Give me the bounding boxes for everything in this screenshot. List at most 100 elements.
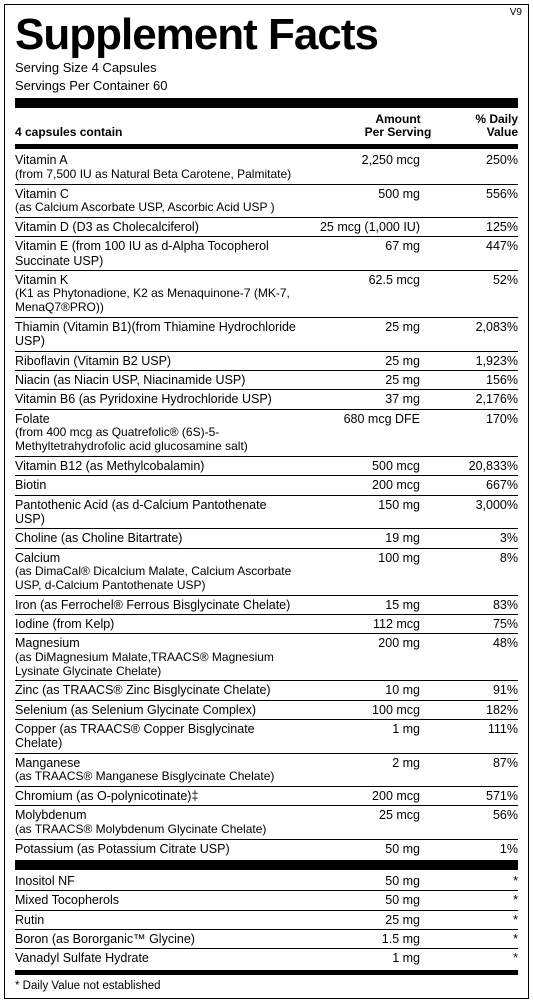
table-row: Vanadyl Sulfate Hydrate1 mg* (15, 949, 518, 968)
nutrient-amount: 25 mg (298, 371, 448, 390)
servings-per-container: Servings Per Container 60 (15, 77, 518, 95)
nutrient-dv: 250% (448, 151, 518, 184)
nutrient-name: Manganese(as TRAACS® Manganese Bisglycin… (15, 753, 298, 786)
nutrient-name: Biotin (15, 476, 298, 495)
table-row: Thiamin (Vitamin B1)(from Thiamine Hydro… (15, 317, 518, 351)
nutrient-amount: 37 mg (298, 390, 448, 409)
nutrient-name: Thiamin (Vitamin B1)(from Thiamine Hydro… (15, 317, 298, 351)
nutrient-name: Calcium(as DimaCal® Dicalcium Malate, Ca… (15, 548, 298, 595)
table-row: Manganese(as TRAACS® Manganese Bisglycin… (15, 753, 518, 786)
table-row: Potassium (as Potassium Citrate USP)50 m… (15, 839, 518, 858)
table-row: Boron (as Bororganic™ Glycine)1.5 mg* (15, 930, 518, 949)
nutrient-amount: 10 mg (298, 681, 448, 700)
nutrient-dv: 556% (448, 184, 518, 217)
footnote: * Daily Value not established (15, 977, 518, 992)
table-row: Pantothenic Acid (as d-Calcium Pantothen… (15, 495, 518, 529)
nutrient-dv: 667% (448, 476, 518, 495)
nutrient-dv: 2,083% (448, 317, 518, 351)
nutrient-amount: 25 mcg (298, 806, 448, 839)
nutrient-dv: 8% (448, 548, 518, 595)
table-row: Vitamin K(K1 as Phytonadione, K2 as Mena… (15, 270, 518, 317)
nutrient-amount: 67 mg (298, 237, 448, 271)
table-header: 4 capsules contain Amount Per Serving % … (15, 110, 518, 142)
table-row: Calcium(as DimaCal® Dicalcium Malate, Ca… (15, 548, 518, 595)
serving-size: Serving Size 4 Capsules (15, 59, 518, 77)
nutrient-amount: 50 mg (298, 839, 448, 858)
nutrient-amount: 25 mcg (1,000 IU) (298, 217, 448, 236)
nutrient-amount: 19 mg (298, 529, 448, 548)
nutrient-dv: 56% (448, 806, 518, 839)
nutrient-dv: 3% (448, 529, 518, 548)
nutrient-dv: 125% (448, 217, 518, 236)
nutrient-amount: 15 mg (298, 595, 448, 614)
nutrient-dv: 2,176% (448, 390, 518, 409)
nutrients-table: 4 capsules contain Amount Per Serving % … (15, 110, 518, 142)
nutrient-name: Chromium (as O-polynicotinate)‡ (15, 786, 298, 805)
nutrient-dv: * (448, 891, 518, 910)
nutrient-name: Rutin (15, 910, 298, 929)
nutrient-dv: * (448, 910, 518, 929)
table-row: Biotin200 mcg667% (15, 476, 518, 495)
nutrient-dv: 20,833% (448, 456, 518, 475)
nutrient-name: Riboflavin (Vitamin B2 USP) (15, 351, 298, 370)
nutrient-dv: 83% (448, 595, 518, 614)
nutrient-amount: 2,250 mcg (298, 151, 448, 184)
nutrient-amount: 1 mg (298, 720, 448, 754)
nutrient-amount: 50 mg (298, 872, 448, 891)
panel-title: Supplement Facts (15, 13, 518, 57)
table-row: Vitamin B6 (as Pyridoxine Hydrochloride … (15, 390, 518, 409)
nutrient-amount: 62.5 mcg (298, 270, 448, 317)
nutrient-amount: 25 mg (298, 351, 448, 370)
divider-thick (15, 98, 518, 108)
nutrient-name: Selenium (as Selenium Glycinate Complex) (15, 700, 298, 719)
table-row: Selenium (as Selenium Glycinate Complex)… (15, 700, 518, 719)
nutrient-name: Magnesium(as DiMagnesium Malate,TRAACS® … (15, 634, 298, 681)
nutrient-sub: (as Calcium Ascorbate USP, Ascorbic Acid… (15, 201, 298, 215)
nutrient-amount: 500 mg (298, 184, 448, 217)
nutrient-sub: (as DiMagnesium Malate,TRAACS® Magnesium… (15, 651, 298, 679)
nutrient-sub: (as DimaCal® Dicalcium Malate, Calcium A… (15, 565, 298, 593)
nutrient-name: Folate(from 400 mcg as Quatrefolic® (6S)… (15, 409, 298, 456)
nutrient-sub: (as TRAACS® Manganese Bisglycinate Chela… (15, 770, 298, 784)
nutrient-name: Vitamin E (from 100 IU as d-Alpha Tocoph… (15, 237, 298, 271)
table-row: Vitamin C(as Calcium Ascorbate USP, Asco… (15, 184, 518, 217)
nutrient-amount: 25 mg (298, 317, 448, 351)
nutrient-amount: 112 mcg (298, 614, 448, 633)
nutrient-amount: 150 mg (298, 495, 448, 529)
nutrient-sub: (K1 as Phytonadione, K2 as Menaquinone-7… (15, 287, 298, 315)
nutrient-sub: (as TRAACS® Molybdenum Glycinate Chelate… (15, 823, 298, 837)
nutrient-name: Iodine (from Kelp) (15, 614, 298, 633)
divider-thick-2 (15, 860, 518, 870)
nutrient-dv: 1% (448, 839, 518, 858)
nutrient-amount: 100 mg (298, 548, 448, 595)
nutrient-name: Vanadyl Sulfate Hydrate (15, 949, 298, 968)
table-row: Vitamin A(from 7,500 IU as Natural Beta … (15, 151, 518, 184)
nutrient-dv: 111% (448, 720, 518, 754)
nutrient-dv: 91% (448, 681, 518, 700)
header-amount: Amount Per Serving (348, 110, 448, 142)
nutrient-amount: 2 mg (298, 753, 448, 786)
table-row: Copper (as TRAACS® Copper Bisglycinate C… (15, 720, 518, 754)
serving-info: Serving Size 4 Capsules Servings Per Con… (15, 59, 518, 94)
nutrient-amount: 100 mcg (298, 700, 448, 719)
table-row: Iron (as Ferrochel® Ferrous Bisglycinate… (15, 595, 518, 614)
nutrient-amount: 1 mg (298, 949, 448, 968)
nutrient-amount: 25 mg (298, 910, 448, 929)
nutrient-amount: 200 mcg (298, 476, 448, 495)
table-row: Chromium (as O-polynicotinate)‡200 mcg57… (15, 786, 518, 805)
nutrient-name: Vitamin K(K1 as Phytonadione, K2 as Mena… (15, 270, 298, 317)
nutrient-dv: 1,923% (448, 351, 518, 370)
supplement-facts-panel: V9 Supplement Facts Serving Size 4 Capsu… (4, 4, 529, 999)
nutrient-sub: (from 400 mcg as Quatrefolic® (6S)-5-Met… (15, 426, 298, 454)
nutrient-name: Vitamin B12 (as Methylcobalamin) (15, 456, 298, 475)
header-contains: 4 capsules contain (15, 110, 348, 142)
nutrient-dv: * (448, 949, 518, 968)
nutrient-name: Mixed Tocopherols (15, 891, 298, 910)
nutrient-dv: 87% (448, 753, 518, 786)
table-row: Inositol NF50 mg* (15, 872, 518, 891)
version-label: V9 (510, 7, 522, 18)
nutrient-name: Vitamin A(from 7,500 IU as Natural Beta … (15, 151, 298, 184)
nutrient-name: Potassium (as Potassium Citrate USP) (15, 839, 298, 858)
table-row: Molybdenum(as TRAACS® Molybdenum Glycina… (15, 806, 518, 839)
nutrient-dv: 52% (448, 270, 518, 317)
